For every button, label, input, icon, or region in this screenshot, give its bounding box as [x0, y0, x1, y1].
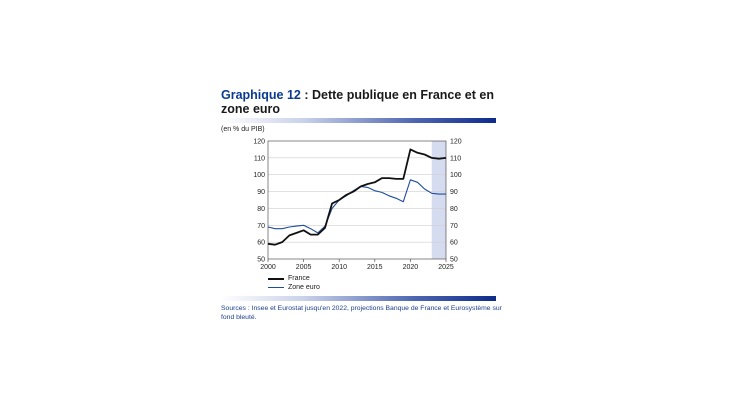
y-tick-left-120: 120: [253, 139, 265, 146]
y-tick-right-110: 110: [450, 155, 461, 162]
projection-shading: [431, 141, 446, 259]
y-tick-right-120: 120: [450, 139, 462, 146]
plot-frame: [267, 140, 447, 260]
chart-title: Graphique 12 : Dette publique en France …: [221, 88, 501, 116]
y-tick-left-70: 70: [257, 223, 265, 230]
y-tick-right-70: 70: [450, 223, 458, 230]
y-tick-left-90: 90: [257, 189, 265, 196]
legend-swatch-france: [268, 277, 284, 280]
x-tick-2015: 2015: [367, 264, 383, 271]
series-line-zone-euro: [267, 179, 446, 234]
y-tick-left-100: 100: [253, 172, 265, 179]
y-tick-left-110: 110: [254, 155, 265, 162]
legend-label-zone-euro: Zone euro: [288, 284, 320, 291]
y-tick-left-80: 80: [257, 206, 265, 213]
x-tick-2020: 2020: [403, 264, 419, 271]
unit-label: (en % du PIB): [221, 126, 265, 133]
legend: France Zone euro: [268, 274, 320, 292]
y-tick-left-50: 50: [257, 257, 265, 264]
title-divider-band: [221, 118, 496, 123]
x-tick-2010: 2010: [331, 264, 347, 271]
x-tick-2005: 2005: [296, 264, 312, 271]
y-tick-right-90: 90: [450, 189, 458, 196]
chart-title-text: : Dette publique en France et en zone eu…: [221, 88, 494, 116]
legend-label-france: France: [288, 275, 310, 282]
x-tick-2025: 2025: [438, 264, 454, 271]
source-note: Sources : Insee et Eurostat jusqu'en 202…: [221, 305, 502, 321]
y-tick-right-80: 80: [450, 206, 458, 213]
footer-divider-band: [221, 296, 496, 301]
y-tick-right-60: 60: [450, 240, 458, 247]
legend-item-zone-euro: Zone euro: [268, 283, 320, 292]
legend-swatch-zone-euro: [268, 287, 284, 288]
y-tick-right-100: 100: [450, 172, 462, 179]
y-tick-left-60: 60: [257, 240, 265, 247]
legend-item-france: France: [268, 274, 320, 283]
series-line-france: [267, 148, 447, 246]
chart-number: Graphique 12: [221, 88, 301, 102]
y-tick-right-50: 50: [450, 257, 458, 264]
x-tick-2000: 2000: [260, 264, 276, 271]
